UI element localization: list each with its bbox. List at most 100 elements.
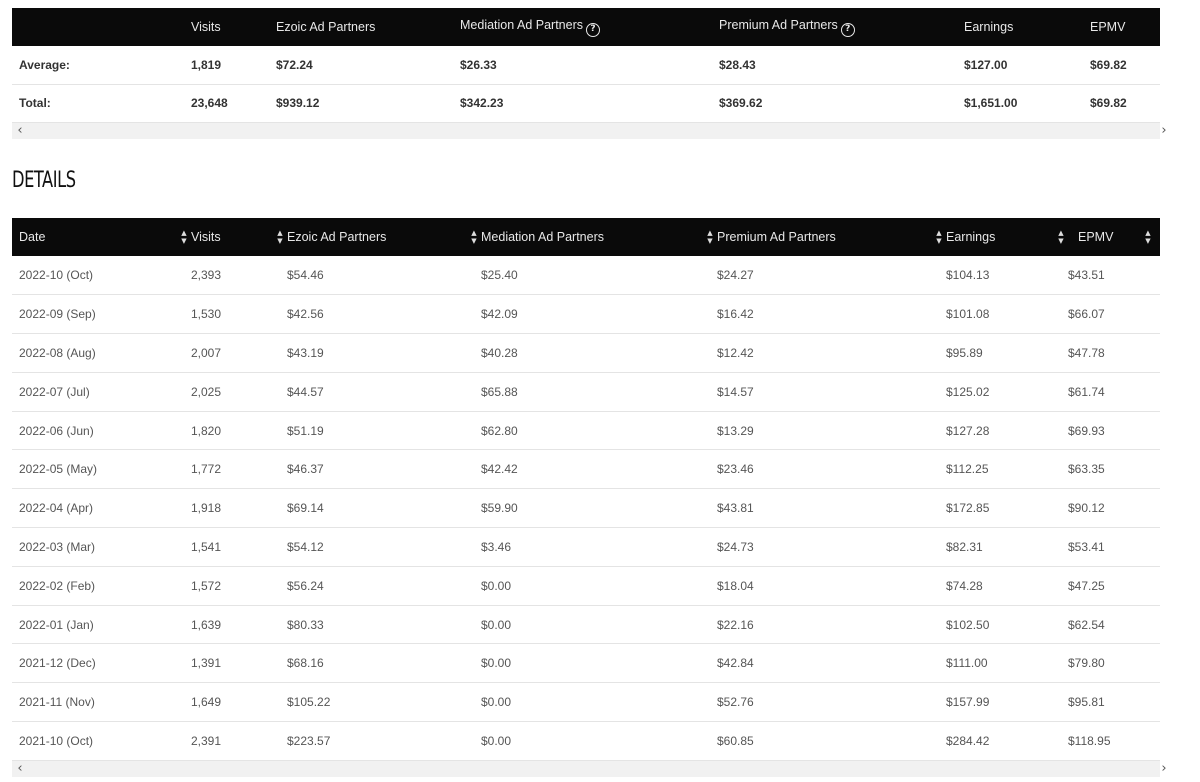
summary-cell: $342.23 [447, 84, 706, 123]
summary-cell: $939.12 [263, 84, 447, 123]
sort-icon[interactable]: ▲ ▼ [1058, 229, 1064, 245]
cell-ezoic: $54.46 [280, 256, 474, 296]
cell-ezoic: $42.56 [280, 294, 474, 335]
table-row: 2022-08 (Aug) 2,007 $43.19 $40.28 $12.42 $95.… [12, 333, 1160, 373]
summary-cell: 1,819 [178, 46, 263, 85]
column-header-label: Date [19, 230, 46, 244]
table-row: 2021-10 (Oct) 2,391 $223.57 $0.00 $60.85 $284… [12, 721, 1160, 761]
cell-visits: 1,541 [184, 527, 280, 567]
cell-earnings: $112.25 [939, 449, 1061, 490]
help-icon[interactable]: ? [840, 22, 855, 37]
chevron-left-icon[interactable]: ‹ [17, 122, 23, 138]
table-row: 2022-06 (Jun) 1,820 $51.19 $62.80 $13.29 $127… [12, 411, 1160, 451]
cell-visits: 1,639 [184, 605, 280, 645]
summary-header-mediation: Mediation Ad Partners? [447, 8, 706, 46]
cell-ezoic: $43.19 [280, 333, 474, 373]
summary-cell: $28.43 [706, 46, 957, 85]
cell-premium: $22.16 [710, 605, 939, 645]
cell-mediation: $0.00 [474, 643, 710, 684]
cell-ezoic: $51.19 [280, 411, 474, 451]
cell-earnings: $127.28 [939, 411, 1061, 451]
table-row: 2022-05 (May) 1,772 $46.37 $42.42 $23.46 $112… [12, 449, 1160, 490]
cell-ezoic: $80.33 [280, 605, 474, 645]
sort-icon[interactable]: ▲ ▼ [471, 229, 477, 245]
summary-row-average: Average: 1,819 $72.24 $26.33 $28.43 $127… [12, 46, 1160, 85]
cell-epmv: $63.35 [1061, 449, 1160, 490]
chevron-left-icon[interactable]: ‹ [17, 760, 23, 776]
column-header-visits[interactable]: Visits ▲ ▼ [184, 218, 283, 256]
cell-earnings: $104.13 [939, 256, 1061, 296]
column-header-earnings[interactable]: Earnings ▲ ▼ [939, 218, 1064, 256]
cell-date: 2021-10 (Oct) [12, 721, 184, 761]
section-title-details: DETAILS [12, 168, 76, 193]
details-table: Date ▲ ▼ Visits ▲ ▼ Ezoic Ad Partners ▲ ▼ Medi… [12, 218, 1160, 761]
cell-date: 2022-06 (Jun) [12, 411, 184, 451]
cell-ezoic: $223.57 [280, 721, 474, 761]
cell-ezoic: $56.24 [280, 566, 474, 606]
cell-mediation: $42.09 [474, 294, 710, 335]
sort-icon[interactable]: ▲ ▼ [936, 229, 942, 245]
summary-horizontal-scrollbar[interactable]: ‹ › [12, 122, 1167, 139]
column-header-epmv[interactable]: EPMV ▲ ▼ [1061, 218, 1160, 256]
column-header-premium[interactable]: Premium Ad Partners ▲ ▼ [710, 218, 942, 256]
cell-date: 2022-03 (Mar) [12, 527, 184, 567]
cell-epmv: $118.95 [1061, 721, 1160, 761]
summary-row-total: Total: 23,648 $939.12 $342.23 $369.62 $1… [12, 84, 1160, 123]
summary-cell: Average: [12, 46, 178, 85]
column-header-date[interactable]: Date ▲ ▼ [12, 218, 187, 256]
cell-earnings: $102.50 [939, 605, 1061, 645]
column-header-label: EPMV [1078, 230, 1114, 244]
cell-date: 2022-07 (Jul) [12, 372, 184, 412]
cell-earnings: $74.28 [939, 566, 1061, 606]
cell-date: 2021-11 (Nov) [12, 682, 184, 723]
cell-visits: 1,820 [184, 411, 280, 451]
table-row: 2021-12 (Dec) 1,391 $68.16 $0.00 $42.84 $111.… [12, 643, 1160, 684]
cell-earnings: $125.02 [939, 372, 1061, 412]
cell-premium: $52.76 [710, 682, 939, 723]
table-row: 2022-04 (Apr) 1,918 $69.14 $59.90 $43.81 $172… [12, 488, 1160, 529]
cell-mediation: $0.00 [474, 605, 710, 645]
cell-mediation: $42.42 [474, 449, 710, 490]
cell-visits: 1,391 [184, 643, 280, 684]
summary-cell: $369.62 [706, 84, 957, 123]
details-table-container: Date ▲ ▼ Visits ▲ ▼ Ezoic Ad Partners ▲ ▼ Medi… [12, 218, 1167, 777]
column-header-label: Ezoic Ad Partners [287, 230, 387, 244]
cell-epmv: $79.80 [1061, 643, 1160, 684]
help-icon[interactable]: ? [586, 22, 600, 37]
cell-ezoic: $68.16 [280, 643, 474, 684]
sort-icon[interactable]: ▲ ▼ [181, 229, 187, 245]
cell-premium: $12.42 [710, 333, 939, 373]
sort-icon[interactable]: ▲ ▼ [277, 229, 283, 245]
cell-epmv: $47.78 [1061, 333, 1160, 373]
cell-date: 2022-02 (Feb) [12, 566, 184, 606]
summary-header-epmv: EPMV [1090, 20, 1126, 34]
summary-header-earnings: Earnings [964, 20, 1014, 34]
sort-icon[interactable]: ▲ ▼ [1145, 229, 1151, 245]
cell-earnings: $172.85 [939, 488, 1061, 529]
cell-mediation: $65.88 [474, 372, 710, 412]
table-row: 2022-01 (Jan) 1,639 $80.33 $0.00 $22.16 $102.… [12, 605, 1160, 645]
summary-header-premium-label: Premium Ad Partners [719, 17, 838, 32]
cell-premium: $43.81 [710, 488, 939, 529]
chevron-right-icon[interactable]: › [1161, 760, 1167, 776]
details-header-row: Date ▲ ▼ Visits ▲ ▼ Ezoic Ad Partners ▲ ▼ Medi… [12, 218, 1160, 256]
column-header-mediation[interactable]: Mediation Ad Partners ▲ ▼ [474, 218, 713, 256]
details-horizontal-scrollbar[interactable]: ‹ › [12, 760, 1167, 777]
cell-premium: $60.85 [710, 721, 939, 761]
cell-visits: 1,530 [184, 294, 280, 335]
column-header-ezoic[interactable]: Ezoic Ad Partners ▲ ▼ [280, 218, 477, 256]
summary-cell: $69.82 [1069, 84, 1160, 123]
sort-icon[interactable]: ▲ ▼ [707, 229, 713, 245]
cell-date: 2022-04 (Apr) [12, 488, 184, 529]
cell-ezoic: $44.57 [280, 372, 474, 412]
cell-mediation: $59.90 [474, 488, 710, 529]
cell-mediation: $62.80 [474, 411, 710, 451]
cell-ezoic: $54.12 [280, 527, 474, 567]
cell-premium: $42.84 [710, 643, 939, 684]
cell-mediation: $3.46 [474, 527, 710, 567]
summary-cell: $69.82 [1069, 46, 1160, 85]
summary-header-label [12, 8, 178, 46]
cell-visits: 1,772 [184, 449, 280, 490]
chevron-right-icon[interactable]: › [1161, 122, 1167, 138]
summary-header-mediation-label: Mediation Ad Partners [460, 17, 583, 32]
